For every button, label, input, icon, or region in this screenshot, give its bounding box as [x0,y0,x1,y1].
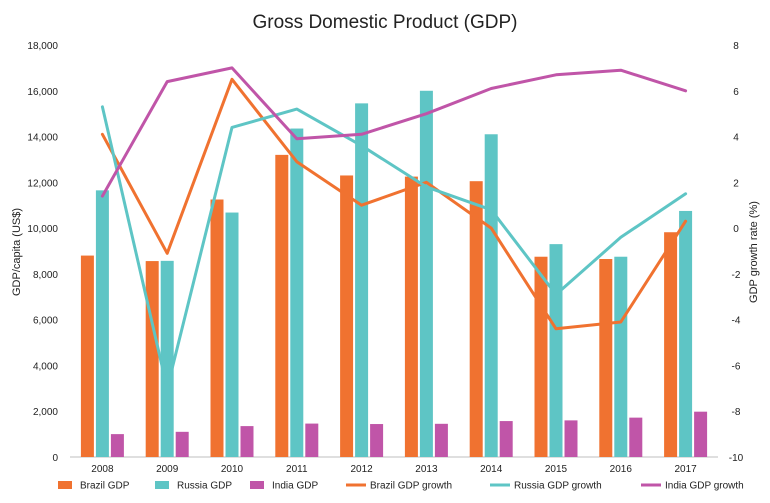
y2-tick-label: -2 [732,270,741,281]
bar-brazil-gdp [664,232,678,457]
x-tick-label: 2010 [221,464,244,475]
y-tick-label: 12,000 [27,178,58,189]
bar-brazil-gdp [534,256,548,457]
x-tick-label: 2015 [545,464,568,475]
legend-label: India GDP [272,481,318,492]
y-tick-label: 6,000 [33,316,58,327]
bar-brazil-gdp [80,255,94,457]
y-tick-label: 8,000 [33,270,58,281]
x-tick-label: 2009 [156,464,179,475]
y2-tick-label: 2 [733,178,739,189]
bar-brazil-gdp [210,199,224,457]
bar-brazil-gdp [340,175,354,457]
bar-brazil-gdp [469,181,483,457]
y-tick-label: 16,000 [27,87,58,98]
line-india-gdp-growth [100,66,688,198]
y2-tick-label: -6 [732,361,741,372]
legend-label: India GDP growth [665,481,744,492]
y-tick-label: 18,000 [27,41,58,52]
y2-tick-label: -10 [729,453,744,464]
bar-russia-gdp [484,134,498,457]
bar-russia-gdp [225,212,239,457]
bar-india-gdp [629,417,643,457]
y2-tick-label: 8 [733,41,739,52]
bar-russia-gdp [290,128,304,458]
bar-india-gdp [694,411,708,457]
bar-india-gdp [499,421,513,457]
lines-layer [100,66,688,390]
x-tick-label: 2014 [480,464,503,475]
bar-india-gdp [175,431,189,457]
bar-russia-gdp [95,190,109,457]
y2-tick-label: -4 [732,316,741,327]
x-tick-label: 2008 [91,464,114,475]
legend-label: Brazil GDP growth [370,481,452,492]
bar-brazil-gdp [599,259,613,457]
y-tick-label: 10,000 [27,224,58,235]
bar-brazil-gdp [404,176,418,457]
legend-swatch [250,481,264,489]
y2-tick-label: 0 [733,224,739,235]
y-tick-label: 0 [52,453,58,464]
legend-label: Russia GDP growth [514,481,602,492]
bar-russia-gdp [160,260,174,457]
bar-russia-gdp [614,256,628,457]
legend-label: Russia GDP [177,481,232,492]
bar-india-gdp [564,420,578,457]
legend-swatch [58,481,72,489]
chart-title: Gross Domestic Product (GDP) [253,12,518,33]
bar-india-gdp [240,426,254,457]
bar-india-gdp [110,434,124,457]
y2-tick-label: 4 [733,133,739,144]
y-tick-label: 14,000 [27,133,58,144]
ticks-layer: 0 2,000 4,000 6,000 8,000 10,000 12,000 14,000 1… [27,41,743,475]
x-tick-label: 2011 [286,464,308,475]
y2-tick-label: -8 [732,407,741,418]
x-tick-label: 2017 [674,464,697,475]
bar-india-gdp [434,423,448,457]
x-tick-label: 2013 [415,464,438,475]
legend: Brazil GDP Russia GDP India GDP Brazil GDP … [58,481,744,492]
bar-brazil-gdp [145,261,159,457]
bar-india-gdp [305,423,319,457]
y-tick-label: 2,000 [33,407,58,418]
bar-india-gdp [370,424,384,457]
bar-russia-gdp [679,210,693,457]
line-russia-gdp-growth [100,105,688,390]
legend-label: Brazil GDP [80,481,130,492]
bar-russia-gdp [355,103,369,457]
bar-brazil-gdp [275,154,289,457]
bar-russia-gdp [419,90,433,458]
y-axis-title: GDP/capita (US$) [11,208,23,296]
x-tick-label: 2016 [610,464,633,475]
bars-layer [80,90,708,458]
legend-swatch [155,481,169,489]
y-tick-label: 4,000 [33,361,58,372]
line-brazil-gdp-growth [100,77,688,331]
bar-russia-gdp [549,244,563,457]
y2-axis-title: GDP growth rate (%) [748,201,760,303]
x-tick-label: 2012 [350,464,373,475]
y2-tick-label: 6 [733,87,739,98]
